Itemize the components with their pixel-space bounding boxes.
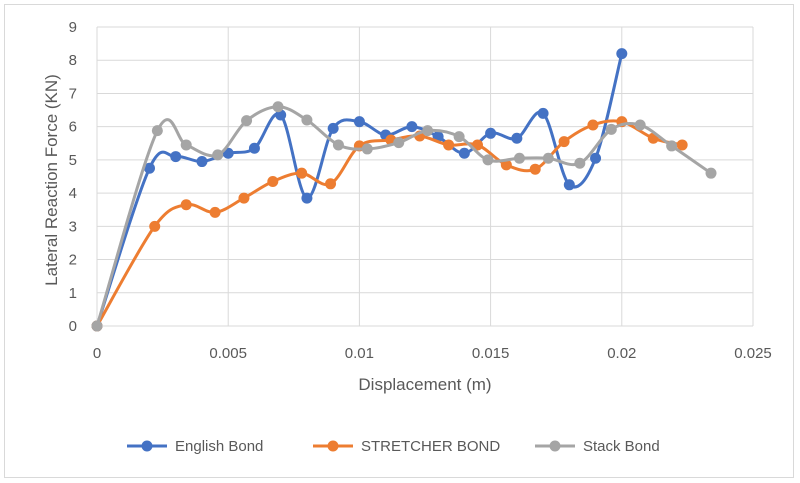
legend-swatch-marker [141, 440, 153, 452]
x-tick-label: 0.005 [209, 345, 247, 362]
y-tick-label: 4 [69, 185, 77, 202]
legend-item-stack-bond: Stack Bond [535, 438, 660, 455]
data-point [453, 131, 465, 143]
data-point [272, 101, 284, 113]
y-tick-label: 1 [69, 285, 77, 302]
x-tick-label: 0.025 [734, 345, 772, 362]
data-point [180, 139, 192, 151]
data-point [705, 167, 717, 179]
data-point [241, 115, 253, 127]
data-point [616, 48, 628, 60]
y-tick-label: 5 [69, 152, 77, 169]
data-point [537, 107, 549, 119]
data-point [482, 154, 494, 166]
data-point [196, 156, 208, 168]
data-point [327, 122, 339, 134]
x-tick-labels: 0 0.005 0.01 0.015 0.02 0.025 [93, 345, 772, 362]
data-point [471, 139, 483, 151]
data-point [301, 114, 313, 126]
data-point [676, 139, 688, 151]
data-point [143, 162, 155, 174]
data-point [393, 137, 405, 149]
gridlines [96, 26, 754, 327]
y-tick-label: 9 [69, 19, 77, 36]
data-point [605, 123, 617, 135]
data-point [500, 159, 512, 171]
data-point [91, 320, 103, 332]
data-point [634, 119, 646, 131]
legend-label: Stack Bond [583, 438, 660, 455]
data-point [542, 152, 554, 164]
data-point [296, 167, 308, 179]
data-point [212, 149, 224, 161]
data-point [301, 192, 313, 204]
legend-label: English Bond [175, 438, 263, 455]
data-point [325, 178, 337, 190]
x-tick-label: 0.015 [472, 345, 510, 362]
data-point [151, 125, 163, 137]
data-point [332, 139, 344, 151]
legend-label: STRETCHER BOND [361, 438, 500, 455]
data-point [353, 116, 365, 128]
y-tick-label: 7 [69, 85, 77, 102]
series-line-stretcher-bond [95, 119, 683, 327]
y-tick-label: 6 [69, 119, 77, 136]
legend-item-english-bond: English Bond [127, 438, 263, 455]
series-english-bond [91, 48, 628, 332]
y-tick-label: 3 [69, 218, 77, 235]
data-point [558, 136, 570, 148]
data-point [238, 192, 250, 204]
data-point [361, 143, 373, 155]
chart-frame: 0 0.005 0.01 0.015 0.02 0.025 0 1 2 3 4 5 6 7 8 9 Late… [4, 4, 794, 478]
data-point [513, 152, 525, 164]
series-stack-bond [91, 101, 717, 332]
data-point [529, 163, 541, 175]
data-point [563, 179, 575, 191]
data-point [422, 125, 434, 137]
y-tick-label: 2 [69, 252, 77, 269]
data-point [406, 121, 418, 133]
legend: English Bond STRETCHER BOND Stack Bond [127, 438, 660, 455]
data-point [149, 220, 161, 232]
y-tick-labels: 0 1 2 3 4 5 6 7 8 9 [69, 19, 77, 335]
data-point [209, 206, 221, 218]
data-point [590, 152, 602, 164]
data-point [180, 199, 192, 211]
data-point [574, 157, 586, 169]
data-point [443, 139, 455, 151]
x-tick-label: 0.01 [345, 345, 374, 362]
data-point [267, 175, 279, 187]
y-axis-title: Lateral Reaction Force (KN) [42, 74, 61, 286]
series-group [91, 48, 717, 332]
y-tick-label: 0 [69, 318, 77, 335]
x-tick-label: 0.02 [607, 345, 636, 362]
data-point [511, 132, 523, 144]
y-tick-label: 8 [69, 52, 77, 69]
data-point [587, 119, 599, 131]
data-point [666, 140, 678, 152]
legend-item-stretcher-bond: STRETCHER BOND [313, 438, 500, 455]
x-axis-title: Displacement (m) [358, 375, 491, 394]
data-point [485, 127, 497, 139]
x-tick-label: 0 [93, 345, 101, 362]
data-point [458, 147, 470, 159]
data-point [275, 109, 287, 121]
line-chart: 0 0.005 0.01 0.015 0.02 0.025 0 1 2 3 4 5 6 7 8 9 Late… [42, 19, 772, 455]
legend-swatch-marker [549, 440, 561, 452]
legend-swatch-marker [327, 440, 339, 452]
data-point [170, 151, 182, 163]
data-point [248, 142, 260, 154]
